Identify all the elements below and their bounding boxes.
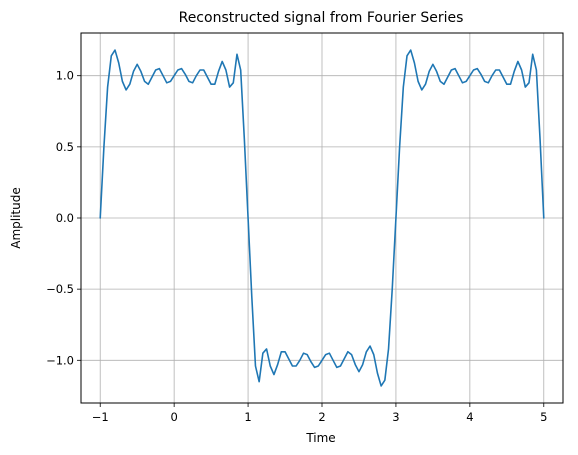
y-tick-label: −1.0 [46, 353, 74, 367]
y-axis-label: Amplitude [9, 187, 23, 249]
x-axis-label: Time [305, 431, 335, 445]
y-tick-label: 1.0 [56, 69, 74, 83]
ticks: −1 0 1 2 3 4 5 −1.0 −0.5 0.0 0.5 1.0 [46, 69, 547, 424]
x-tick-label: 4 [466, 410, 473, 424]
x-tick-label: 2 [318, 410, 325, 424]
chart-title: Reconstructed signal from Fourier Series [179, 10, 464, 26]
x-tick-label: 0 [170, 410, 177, 424]
x-tick-label: 1 [244, 410, 251, 424]
y-tick-label: 0.5 [56, 140, 74, 154]
x-tick-label: −1 [92, 410, 109, 424]
y-tick-label: 0.0 [56, 211, 74, 225]
grid [81, 33, 563, 403]
x-tick-label: 5 [540, 410, 547, 424]
x-tick-label: 3 [392, 410, 399, 424]
y-tick-label: −0.5 [46, 282, 74, 296]
